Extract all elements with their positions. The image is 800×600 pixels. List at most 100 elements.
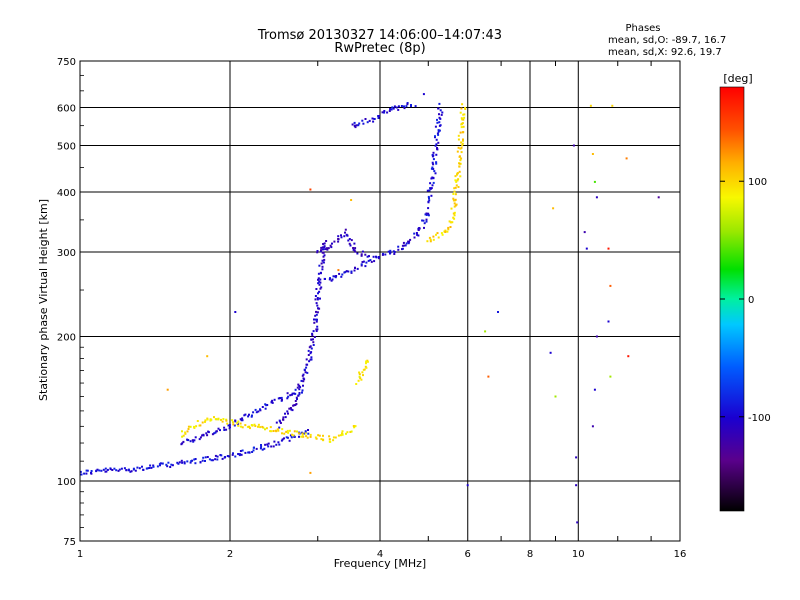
trace-point [373, 260, 376, 263]
trace-point [360, 254, 363, 257]
trace-point [327, 247, 330, 250]
trace-point [369, 259, 372, 262]
scatter-point [497, 311, 499, 313]
trace-point [136, 466, 139, 469]
trace-point [295, 396, 298, 399]
trace-point [199, 461, 202, 464]
x-axis-label: Frequency [MHz] [334, 557, 426, 570]
trace-point [281, 438, 284, 441]
trace-point [458, 155, 461, 158]
trace-point [223, 426, 226, 429]
trace-point [255, 411, 258, 414]
trace-point [304, 371, 307, 374]
trace-point [257, 410, 260, 413]
trace-point [177, 462, 180, 465]
trace-point [249, 427, 251, 430]
colorbar-ticks: 100 0 -100 [720, 177, 771, 424]
trace-point [304, 432, 307, 435]
trace-point [456, 150, 459, 153]
trace-point [290, 408, 293, 411]
y-tick-label: 500 [57, 142, 76, 153]
scatter-point [595, 335, 598, 338]
trace-point [313, 336, 316, 338]
trace-point [287, 412, 289, 415]
trace-point [462, 138, 464, 141]
x-tick-label: 1 [77, 549, 83, 560]
trace-point [350, 239, 353, 242]
trace-point [366, 360, 369, 363]
trace-point [413, 236, 416, 239]
trace-point [286, 392, 289, 395]
trace-point [449, 226, 452, 228]
trace-point [85, 469, 88, 472]
trace-point [341, 273, 344, 276]
trace-point [269, 426, 272, 429]
trace-point [358, 373, 361, 376]
trace-point [432, 163, 435, 166]
trace-point [202, 456, 205, 459]
trace-point [312, 330, 315, 333]
trace-point [318, 434, 321, 437]
trace-point [429, 182, 432, 185]
trace-point [318, 283, 321, 286]
trace-point [302, 380, 305, 383]
trace-point [193, 439, 196, 442]
trace-point [425, 214, 428, 216]
trace-point [102, 468, 105, 471]
trace-point [296, 430, 298, 433]
trace-point [317, 272, 320, 275]
trace-point [315, 310, 317, 313]
x-tick-label: 2 [227, 549, 233, 560]
plot-frame [79, 60, 681, 542]
trace-point [248, 413, 250, 416]
trace-point [372, 255, 375, 258]
trace-point [316, 325, 319, 328]
trace-point [257, 423, 260, 426]
trace-point [213, 432, 216, 435]
trace-point [198, 438, 201, 441]
trace-point [464, 108, 467, 110]
trace-point [328, 278, 331, 281]
trace-point [318, 264, 321, 267]
trace-point [410, 105, 412, 108]
trace-point [307, 432, 310, 435]
trace-point [267, 445, 270, 448]
trace-point [199, 436, 202, 439]
trace-point [348, 238, 351, 240]
trace-point [211, 433, 214, 436]
trace-point [393, 251, 396, 253]
trace-point [123, 467, 126, 470]
scatter-point [589, 104, 592, 107]
trace-point [317, 434, 320, 437]
trace-point [304, 430, 307, 433]
trace-point [277, 397, 280, 400]
trace-point [330, 279, 333, 282]
trace-point [434, 125, 437, 128]
trace-point [318, 290, 321, 293]
trace-point [208, 458, 211, 461]
trace-point [259, 426, 262, 429]
trace-point [463, 116, 466, 119]
trace-point [365, 362, 367, 365]
trace-point [134, 469, 137, 472]
trace-point [95, 469, 98, 472]
scatter-point [593, 180, 596, 183]
trace-point [408, 240, 411, 243]
trace-point [231, 419, 234, 422]
trace-point [296, 398, 298, 401]
x-tick-label: 10 [572, 549, 585, 560]
trace-point [193, 425, 195, 428]
trace-point [232, 423, 235, 426]
trace-point [450, 221, 453, 224]
trace-point [251, 451, 254, 453]
trace-point [182, 440, 185, 443]
y-tick-label: 200 [57, 333, 76, 344]
trace-point [305, 435, 308, 438]
trace-point [120, 467, 123, 470]
trace-point [334, 436, 337, 439]
trace-point [432, 235, 435, 238]
trace-point [358, 375, 361, 378]
trace-point [319, 281, 322, 284]
trace-point [161, 462, 164, 465]
trace-point [223, 456, 226, 459]
